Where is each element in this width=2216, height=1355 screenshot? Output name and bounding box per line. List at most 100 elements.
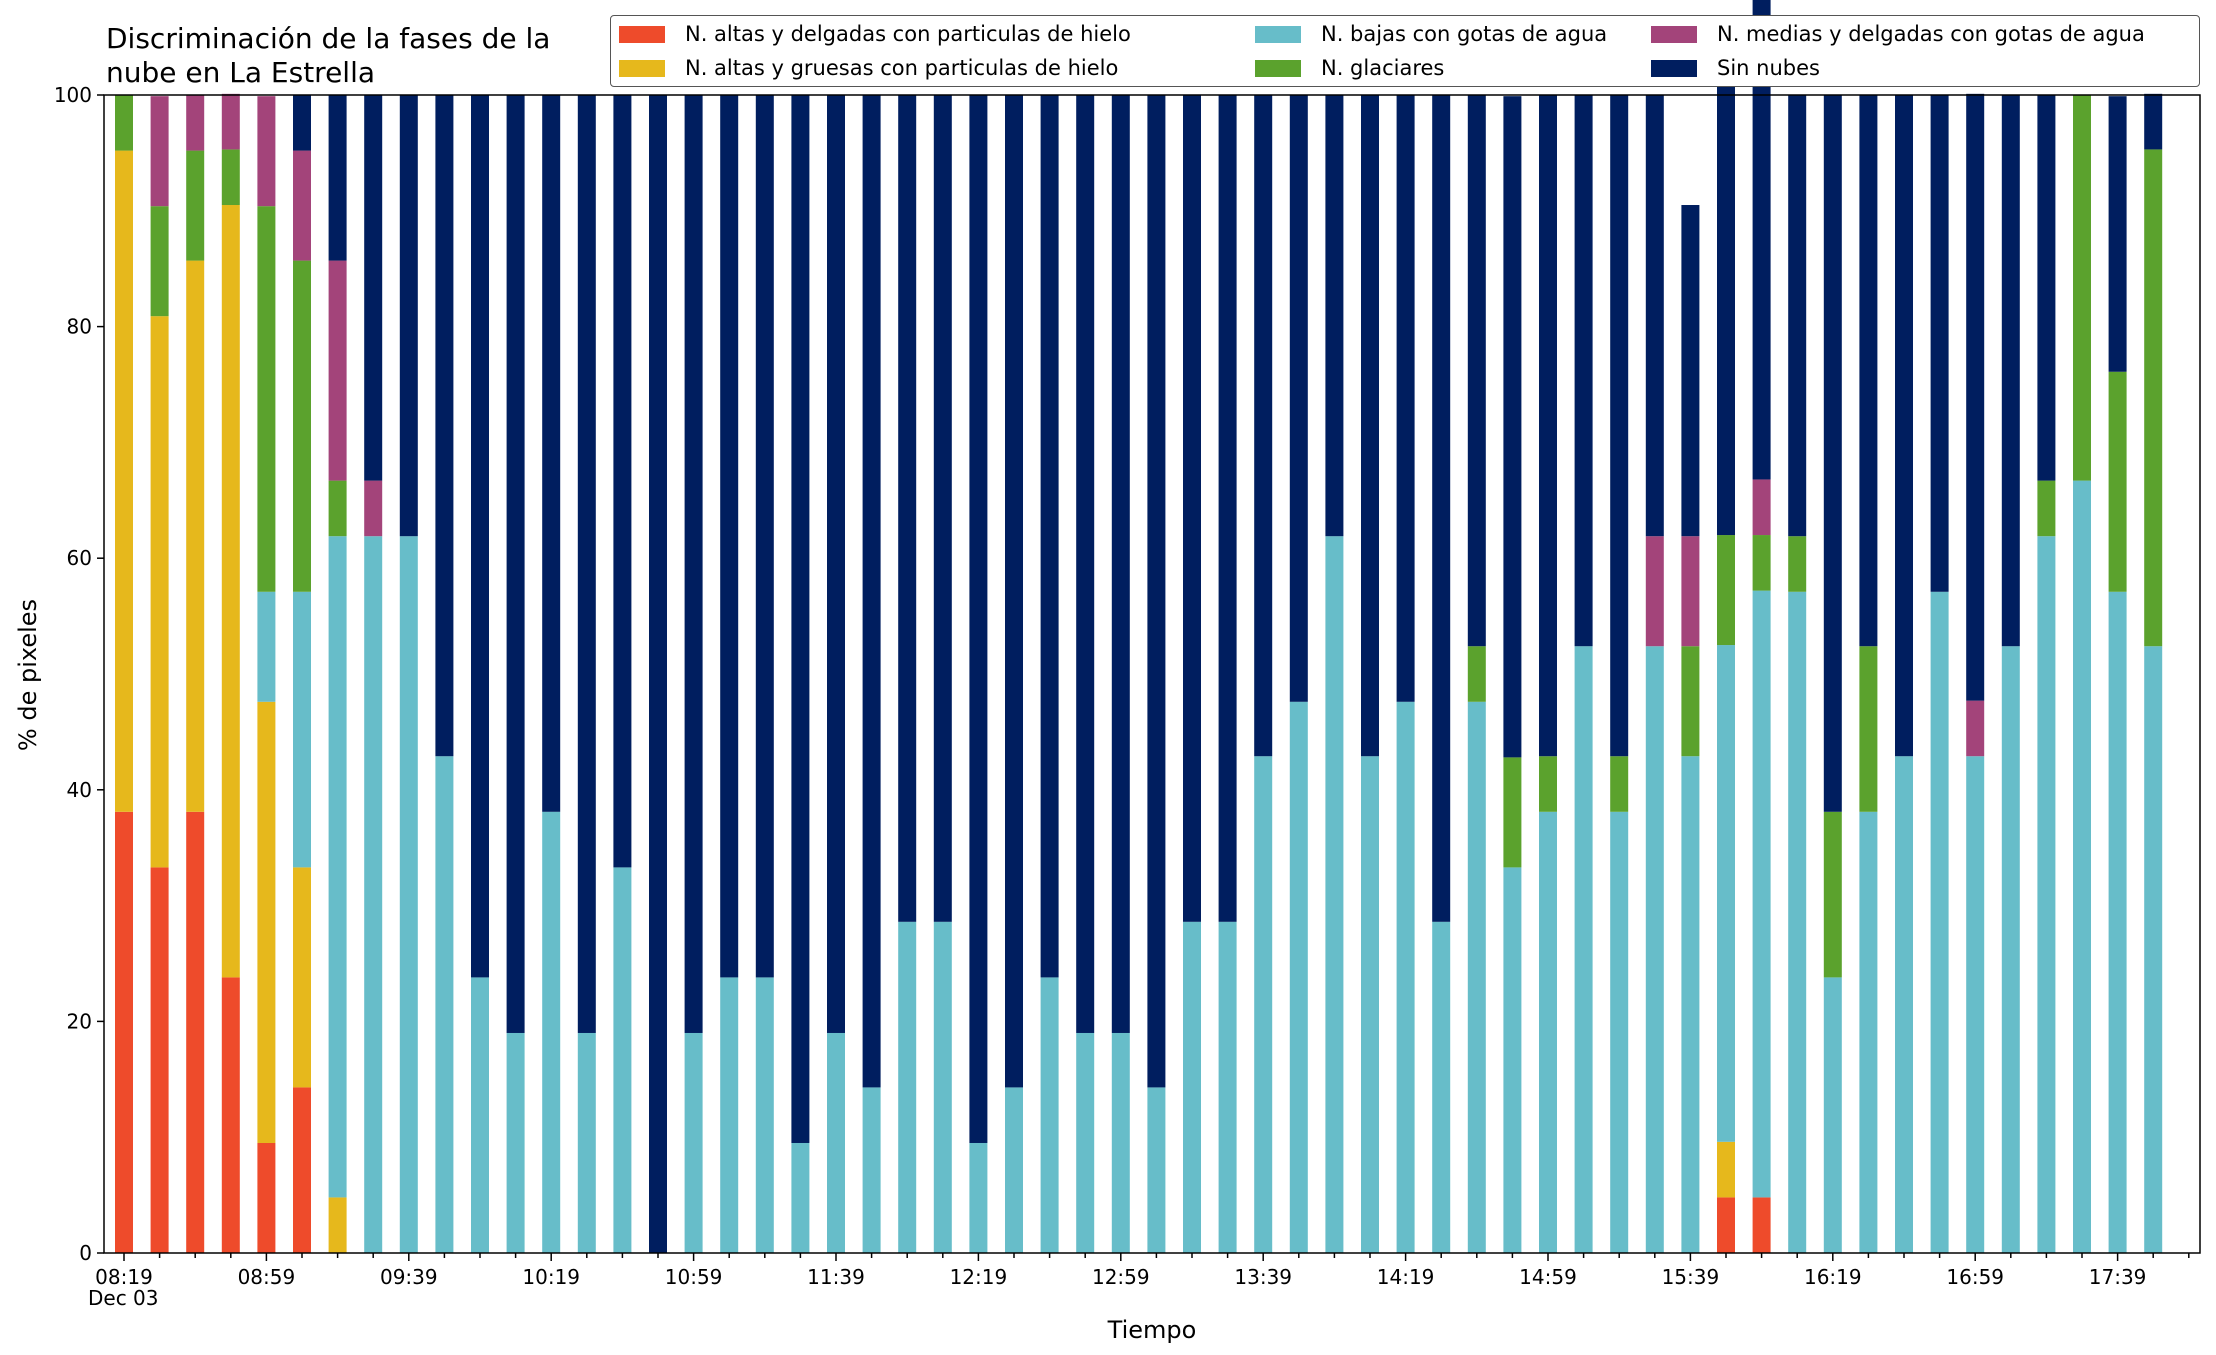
bar-segment — [720, 95, 739, 978]
bar-segment — [435, 95, 454, 757]
bar-segment — [1717, 535, 1735, 646]
bar-segment — [862, 1087, 881, 1253]
bar-segment — [1823, 977, 1842, 1253]
bar-segment — [1183, 921, 1201, 1253]
bar-segment — [2037, 480, 2056, 537]
x-tick-label: 08:19 — [95, 1265, 153, 1289]
y-tick-label: 0 — [79, 1241, 92, 1265]
bar-segment — [1859, 95, 1878, 647]
bar-segment — [506, 95, 525, 1033]
x-tick-label: 14:59 — [1519, 1265, 1577, 1289]
bar-segment — [221, 93, 240, 150]
bar-segment — [1752, 590, 1771, 1198]
bar-segment — [1574, 95, 1593, 647]
bar-segment — [186, 150, 205, 261]
bar-segment — [684, 95, 703, 1033]
x-tick-label: 12:59 — [1092, 1265, 1150, 1289]
legend-label: N. altas y gruesas con particulas de hie… — [685, 56, 1119, 80]
bar-segment — [2144, 93, 2163, 150]
bar-segment — [1966, 93, 1985, 701]
legend-swatch — [619, 25, 665, 43]
bar-segment — [293, 867, 311, 1088]
x-tick-label: 15:39 — [1662, 1265, 1720, 1289]
bar-segment — [328, 1197, 347, 1253]
legend-item: Sin nubes — [1651, 53, 1820, 83]
bar-segment — [1040, 977, 1059, 1253]
bar-segment — [933, 921, 952, 1253]
legend-label: N. bajas con gotas de agua — [1321, 22, 1608, 46]
bar-segment — [933, 95, 952, 922]
bar-segment — [1254, 756, 1273, 1253]
bar-segment — [2073, 480, 2091, 1253]
bar-segment — [2108, 371, 2127, 592]
bar-segment — [150, 206, 169, 317]
x-tick-label: 17:39 — [2089, 1265, 2147, 1289]
bar-segment — [1752, 1197, 1771, 1253]
bar-segment — [1005, 95, 1023, 1088]
legend-swatch — [1651, 59, 1697, 77]
bar-segment — [684, 1032, 703, 1253]
legend-item: N. altas y gruesas con particulas de hie… — [619, 53, 1118, 83]
bar-segment — [293, 150, 311, 261]
bar-segment — [1681, 646, 1700, 757]
bar-segment — [506, 1032, 525, 1253]
bar-segment — [1254, 95, 1273, 757]
x-tick-label: 16:19 — [1804, 1265, 1862, 1289]
legend-label: N. medias y delgadas con gotas de agua — [1717, 22, 2145, 46]
bar-segment — [1752, 479, 1771, 536]
x-axis-label: Tiempo — [1107, 1316, 1197, 1344]
bar-segment — [1681, 536, 1700, 647]
x-tick-label: 12:19 — [950, 1265, 1008, 1289]
bar-segment — [755, 95, 774, 978]
y-axis-label: % de pixeles — [14, 598, 42, 752]
x-tick-label: 10:19 — [522, 1265, 580, 1289]
bar-segment — [2108, 96, 2127, 372]
bar-segment — [364, 536, 383, 1253]
bar-segment — [1289, 95, 1308, 702]
bar-segment — [2073, 95, 2091, 481]
bar-segment — [720, 977, 739, 1253]
bar-segment — [328, 260, 347, 481]
bar-segment — [293, 1087, 311, 1253]
bar-segment — [257, 701, 276, 1143]
bar-segment — [186, 260, 205, 812]
bar-segment — [1539, 95, 1557, 757]
x-tick-label: 14:19 — [1377, 1265, 1435, 1289]
bar-segment — [1895, 95, 1913, 757]
bar-segment — [150, 316, 169, 868]
bar-segment — [2108, 591, 2127, 1253]
bar-segment — [364, 95, 383, 481]
bar-segment — [1040, 95, 1059, 978]
bar-segment — [613, 867, 632, 1253]
bar-segment — [1752, 0, 1771, 480]
bar-segment — [827, 95, 845, 1033]
bar-segment — [898, 95, 917, 922]
bar-segment — [399, 95, 418, 537]
bar-segment — [1432, 921, 1451, 1253]
bar-segment — [1076, 1032, 1095, 1253]
bar-segment — [1930, 591, 1949, 1253]
bar-segment — [542, 811, 561, 1253]
bar-segment — [577, 95, 596, 1033]
legend-swatch — [1255, 25, 1301, 43]
x-tick-label: 13:39 — [1234, 1265, 1292, 1289]
bar-segment — [1503, 757, 1522, 868]
x-tick-label: 10:59 — [665, 1265, 723, 1289]
legend-label: N. altas y delgadas con particulas de hi… — [685, 22, 1131, 46]
bar-segment — [827, 1032, 845, 1253]
bar-segment — [1823, 811, 1842, 978]
bar-segment — [969, 95, 988, 1143]
bar-segment — [115, 150, 133, 812]
bar-segment — [1361, 756, 1379, 1253]
bar-segment — [257, 1142, 276, 1253]
bar-segment — [2001, 95, 2020, 647]
legend-item: N. altas y delgadas con particulas de hi… — [619, 19, 1131, 49]
bar-segment — [1610, 811, 1629, 1253]
bar-segment — [1396, 95, 1415, 702]
x-tick-label: 16:59 — [1946, 1265, 2004, 1289]
chart-title-line1: Discriminación de la fases de la — [106, 22, 551, 55]
bar-segment — [186, 95, 205, 151]
bar-segment — [328, 95, 347, 261]
bar-segment — [2037, 536, 2056, 1253]
